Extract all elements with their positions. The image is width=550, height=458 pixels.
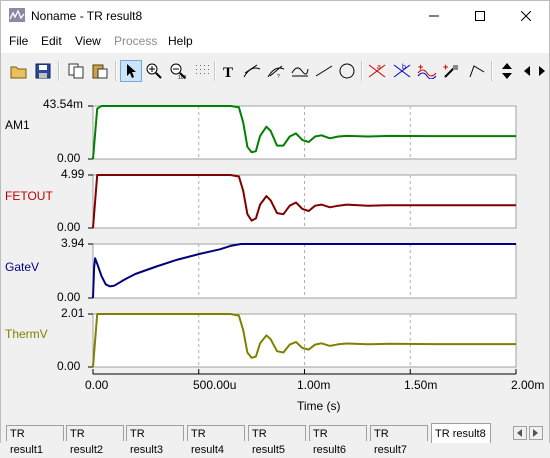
- tab-scroll-right-button[interactable]: [529, 426, 543, 440]
- chevron-right-icon: [533, 429, 538, 437]
- gatev-ymin-label: 0.00: [57, 290, 81, 304]
- svg-text:100: 100: [178, 75, 186, 79]
- title-bar: Noname - TR result8: [1, 1, 549, 31]
- x-tick-label: 1.50m: [404, 378, 438, 392]
- line-tool-icon[interactable]: [313, 60, 335, 82]
- am1-ymax-label: 43.54m: [43, 97, 84, 111]
- x-axis-title: Time (s): [297, 399, 341, 413]
- tab-tr-result4[interactable]: TR result4: [187, 425, 245, 456]
- toolbar-separator: [491, 61, 493, 81]
- save-icon[interactable]: [32, 60, 54, 82]
- panel-label-fetout: FETOUT: [5, 189, 53, 203]
- tab-tr-result2[interactable]: TR result2: [66, 425, 124, 456]
- x-tick-label: 0.00: [85, 378, 109, 392]
- level-tool-icon[interactable]: [289, 60, 311, 82]
- gatev-ymax-label: 3.94: [61, 236, 85, 250]
- x-tick-label: 500.00u: [193, 378, 237, 392]
- minimize-icon: [429, 15, 439, 17]
- zoom-out-icon[interactable]: 100: [167, 60, 189, 82]
- toolbar-separator: [361, 61, 363, 81]
- tangent-tool-icon[interactable]: [241, 60, 263, 82]
- curve-remove-icon[interactable]: +: [441, 60, 463, 82]
- chevron-left-icon: [517, 429, 522, 437]
- select-pointer-icon[interactable]: [120, 60, 142, 82]
- menu-process[interactable]: Process: [114, 34, 158, 48]
- copy-icon[interactable]: [65, 60, 87, 82]
- thermv-ymax-label: 2.01: [61, 306, 85, 320]
- menu-file[interactable]: File: [9, 34, 29, 48]
- plot-area[interactable]: AM1 FETOUT GateV ThermV 43.54m 0.00 4.99…: [1, 89, 549, 419]
- tab-tr-result8[interactable]: TR result8: [431, 423, 491, 443]
- maximize-button[interactable]: [457, 1, 503, 31]
- maximize-icon: [475, 11, 485, 21]
- menu-bar: File Edit View Process Help: [1, 31, 549, 53]
- svg-text:a: a: [377, 64, 381, 71]
- svg-text:b: b: [402, 64, 406, 71]
- menu-help[interactable]: Help: [168, 34, 193, 48]
- window-title: Noname - TR result8: [31, 9, 143, 23]
- tab-tr-result5[interactable]: TR result5: [248, 425, 306, 456]
- text-tool-icon[interactable]: T: [218, 60, 240, 82]
- scroll-left-icon[interactable]: [516, 60, 538, 82]
- app-icon: [9, 8, 25, 22]
- series-line-gatev: [92, 243, 516, 299]
- thermv-ymin-label: 0.00: [57, 359, 81, 373]
- am1-ymin-label: 0.00: [57, 151, 81, 165]
- minimize-button[interactable]: [411, 1, 457, 31]
- toolbar-separator: [58, 61, 60, 81]
- grid-icon[interactable]: [191, 60, 213, 82]
- series-line-am1: [92, 105, 516, 160]
- result-tabs: TR result1 TR result2 TR result3 TR resu…: [1, 423, 549, 456]
- x-tick-label: 2.00m: [511, 378, 545, 392]
- x-tick-label: 1.00m: [297, 378, 331, 392]
- series-line-thermv: [92, 313, 516, 368]
- svg-text:?: ?: [277, 74, 280, 79]
- scroll-right-icon[interactable]: [531, 60, 550, 82]
- fetout-ymax-label: 4.99: [61, 167, 85, 181]
- svg-text:T: T: [223, 65, 233, 79]
- panel-label-gatev: GateV: [5, 260, 40, 274]
- panel-label-am1: AM1: [5, 118, 30, 132]
- tab-tr-result3[interactable]: TR result3: [126, 425, 184, 456]
- marker-icon[interactable]: [466, 60, 488, 82]
- fetout-ymin-label: 0.00: [57, 220, 81, 234]
- tab-tr-result6[interactable]: TR result6: [309, 425, 367, 456]
- curve-add-icon[interactable]: +: [416, 60, 438, 82]
- svg-text:+: +: [418, 63, 423, 72]
- tab-tr-result1[interactable]: TR result1: [6, 425, 64, 456]
- zoom-in-icon[interactable]: [143, 60, 165, 82]
- menu-edit[interactable]: Edit: [41, 34, 62, 48]
- close-icon: [521, 11, 531, 21]
- svg-text:+: +: [443, 63, 448, 72]
- cursor-b-icon[interactable]: b: [391, 60, 413, 82]
- series-line-fetout: [92, 174, 516, 229]
- ellipse-tool-icon[interactable]: [336, 60, 358, 82]
- menu-view[interactable]: View: [75, 34, 101, 48]
- tab-tr-result7[interactable]: TR result7: [370, 425, 428, 456]
- toolbar-separator: [214, 61, 216, 81]
- move-updown-icon[interactable]: [496, 60, 518, 82]
- slope-tool-icon[interactable]: ?: [265, 60, 287, 82]
- cursor-a-icon[interactable]: a: [366, 60, 388, 82]
- toolbar-separator: [115, 61, 117, 81]
- paste-icon[interactable]: [89, 60, 111, 82]
- open-folder-icon[interactable]: [8, 60, 30, 82]
- close-button[interactable]: [503, 1, 549, 31]
- tab-scroll-left-button[interactable]: [513, 426, 527, 440]
- chart-svg: [88, 105, 517, 375]
- toolbar: 100 T ? a b +: [1, 56, 549, 86]
- panel-label-thermv: ThermV: [5, 327, 48, 341]
